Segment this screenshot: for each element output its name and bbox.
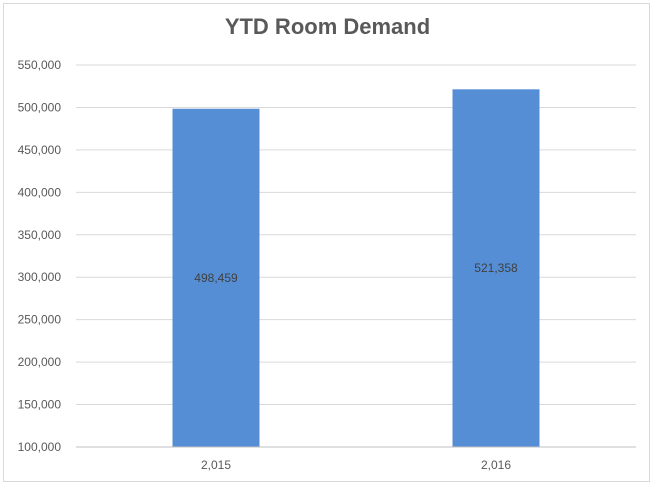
chart-frame <box>3 3 650 482</box>
y-tick-label: 250,000 <box>18 313 62 327</box>
y-tick-label: 500,000 <box>18 100 62 114</box>
gridlines <box>76 64 636 406</box>
y-tick-label: 550,000 <box>18 58 62 72</box>
y-tick-label: 450,000 <box>18 143 62 157</box>
x-axis: 2,015 2,016 <box>76 446 636 472</box>
y-tick-label: 150,000 <box>18 398 62 412</box>
y-tick-label: 350,000 <box>18 228 62 242</box>
data-label: 498,459 <box>194 271 238 285</box>
x-tick-label: 2,016 <box>481 458 511 472</box>
x-tick-label: 2,015 <box>201 458 231 472</box>
bar <box>172 108 260 448</box>
y-tick-label: 300,000 <box>18 270 62 284</box>
y-tick-label: 400,000 <box>18 185 62 199</box>
data-label: 521,358 <box>474 261 518 275</box>
y-tick-label: 200,000 <box>18 355 62 369</box>
bar <box>452 89 540 447</box>
y-tick-label: 100,000 <box>18 440 62 454</box>
bars: 498,459 521,358 <box>172 89 540 448</box>
y-axis-tick-labels: 100,000 150,000 200,000 250,000 300,000 350,0… <box>18 58 62 454</box>
chart-title: YTD Room Demand <box>224 14 431 39</box>
